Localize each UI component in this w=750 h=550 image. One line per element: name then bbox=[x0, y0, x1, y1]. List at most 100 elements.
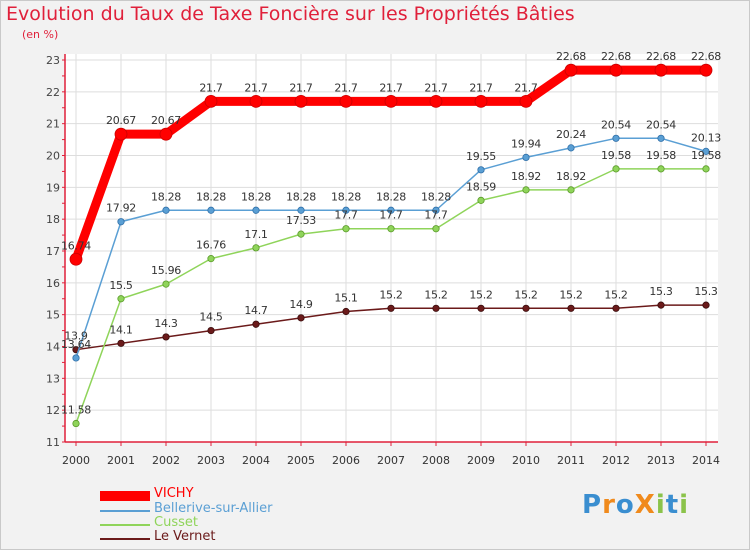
data-label: 20.67 bbox=[151, 114, 181, 127]
data-label: 17.7 bbox=[424, 209, 448, 222]
data-point bbox=[477, 196, 485, 204]
data-label: 17.53 bbox=[286, 214, 316, 227]
y-tick-label: 23 bbox=[46, 54, 60, 67]
data-label: 15.96 bbox=[151, 264, 181, 277]
data-point bbox=[114, 127, 128, 141]
data-label: 14.1 bbox=[109, 323, 132, 336]
y-tick-label: 12 bbox=[46, 404, 60, 417]
logo-letter: i bbox=[679, 490, 690, 520]
data-point bbox=[117, 295, 125, 303]
data-label: 15.2 bbox=[559, 288, 582, 301]
data-point bbox=[69, 252, 83, 266]
legend-swatch-le-vernet bbox=[100, 538, 150, 540]
data-point bbox=[297, 314, 305, 322]
data-point bbox=[159, 127, 173, 141]
x-tick-label: 2005 bbox=[287, 454, 315, 467]
data-point bbox=[162, 280, 170, 288]
data-label: 15.3 bbox=[694, 285, 718, 298]
data-point bbox=[294, 94, 308, 108]
y-tick-label: 17 bbox=[46, 245, 60, 258]
x-tick-label: 2013 bbox=[647, 454, 675, 467]
x-tick-label: 2003 bbox=[197, 454, 225, 467]
data-point bbox=[477, 166, 485, 174]
data-label: 11.58 bbox=[61, 404, 91, 417]
y-tick-label: 16 bbox=[46, 277, 60, 290]
logo-letter: r bbox=[602, 490, 616, 520]
data-label: 18.28 bbox=[286, 190, 316, 203]
data-point bbox=[252, 244, 260, 252]
y-tick-label: 13 bbox=[46, 372, 60, 385]
data-label: 18.28 bbox=[421, 190, 451, 203]
data-point bbox=[657, 134, 665, 142]
data-label: 21.7 bbox=[334, 81, 358, 94]
proxiti-logo: ProXiti bbox=[582, 490, 689, 520]
data-label: 18.28 bbox=[331, 190, 361, 203]
data-label: 19.58 bbox=[691, 149, 721, 162]
data-label: 16.76 bbox=[196, 239, 226, 252]
data-point bbox=[567, 144, 575, 152]
data-point bbox=[609, 63, 623, 77]
data-label: 22.68 bbox=[691, 50, 721, 63]
data-point bbox=[702, 165, 710, 173]
data-label: 21.7 bbox=[469, 81, 493, 94]
data-point bbox=[207, 326, 215, 335]
data-label: 21.7 bbox=[199, 81, 223, 94]
data-label: 15.5 bbox=[109, 279, 133, 292]
data-point bbox=[117, 339, 125, 347]
x-tick-label: 2009 bbox=[467, 454, 495, 467]
data-point bbox=[297, 230, 305, 238]
data-point bbox=[204, 94, 218, 108]
data-point bbox=[252, 320, 260, 328]
x-tick-label: 2012 bbox=[602, 454, 630, 467]
data-label: 15.2 bbox=[604, 288, 627, 301]
logo-letter: i bbox=[655, 490, 666, 520]
y-tick-label: 20 bbox=[46, 150, 60, 163]
data-label: 14.7 bbox=[244, 304, 268, 317]
x-tick-label: 2000 bbox=[62, 454, 90, 467]
logo-letter: P bbox=[582, 490, 603, 520]
data-label: 22.68 bbox=[646, 50, 676, 63]
data-point bbox=[387, 206, 395, 214]
x-tick-label: 2007 bbox=[377, 454, 405, 467]
data-label: 18.92 bbox=[556, 170, 586, 183]
x-tick-label: 2004 bbox=[242, 454, 270, 467]
data-point bbox=[72, 354, 80, 362]
data-label: 20.24 bbox=[556, 128, 586, 141]
x-tick-label: 2008 bbox=[422, 454, 450, 467]
data-point bbox=[432, 225, 440, 233]
legend-label: Le Vernet bbox=[154, 529, 216, 544]
legend-swatch-cusset bbox=[100, 524, 150, 526]
data-point bbox=[702, 147, 710, 155]
data-label: 22.68 bbox=[601, 50, 631, 63]
data-label: 15.2 bbox=[379, 288, 402, 301]
data-label: 19.94 bbox=[511, 137, 541, 150]
data-label: 21.7 bbox=[244, 81, 268, 94]
data-point bbox=[522, 304, 530, 312]
data-label: 15.2 bbox=[424, 288, 447, 301]
chart-subtitle: (en %) bbox=[22, 28, 59, 41]
data-point bbox=[342, 307, 350, 316]
data-point bbox=[522, 186, 530, 194]
data-label: 22.68 bbox=[556, 50, 586, 63]
data-point bbox=[567, 186, 575, 194]
data-label: 17.7 bbox=[334, 209, 358, 222]
data-label: 18.92 bbox=[511, 170, 541, 183]
data-point bbox=[117, 218, 125, 226]
y-tick-label: 21 bbox=[46, 118, 60, 131]
y-tick-label: 11 bbox=[46, 436, 60, 449]
x-tick-label: 2014 bbox=[692, 454, 720, 467]
data-label: 20.67 bbox=[106, 114, 136, 127]
logo-letter: t bbox=[665, 490, 680, 520]
data-label: 21.7 bbox=[379, 81, 403, 94]
data-point bbox=[612, 304, 620, 312]
data-point bbox=[339, 94, 353, 108]
data-point bbox=[429, 94, 443, 108]
data-label: 15.3 bbox=[649, 285, 673, 298]
data-point bbox=[477, 304, 485, 312]
data-label: 17.92 bbox=[106, 202, 136, 215]
data-label: 20.13 bbox=[691, 131, 721, 144]
data-point bbox=[567, 304, 575, 312]
x-tick-label: 2010 bbox=[512, 454, 540, 467]
data-point bbox=[384, 94, 398, 108]
data-label: 19.58 bbox=[646, 149, 676, 162]
